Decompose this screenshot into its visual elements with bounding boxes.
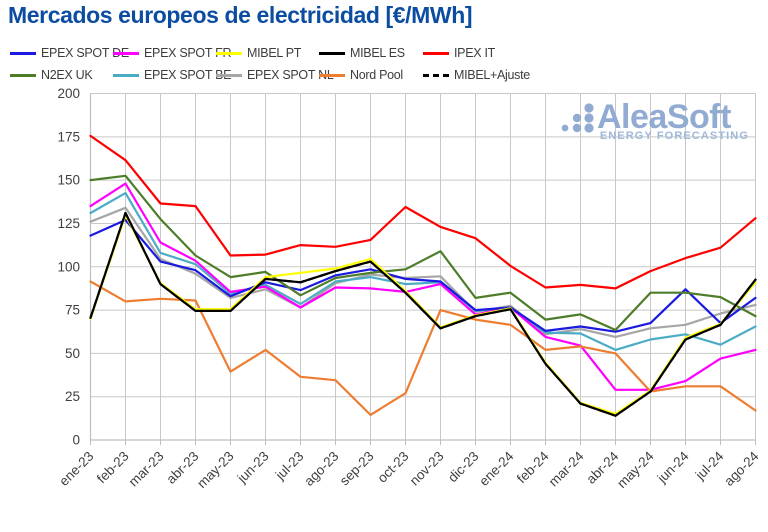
legend-swatch-icon bbox=[113, 73, 139, 77]
legend-item-epex-spot-be: EPEX SPOT BE bbox=[113, 68, 231, 82]
chart-legend: EPEX SPOT DE EPEX SPOT FR MIBEL PT MIBEL ES… bbox=[10, 42, 543, 86]
legend-label: Nord Pool bbox=[350, 68, 403, 82]
legend-label: MIBEL+Ajuste bbox=[454, 68, 530, 82]
y-tick-label: 75 bbox=[65, 303, 80, 318]
logo-tagline: ENERGY FORECASTING bbox=[600, 130, 749, 142]
legend-label: MIBEL ES bbox=[350, 46, 405, 60]
legend-item-ipex-it: IPEX IT bbox=[423, 46, 543, 60]
y-tick-label: 0 bbox=[72, 433, 80, 448]
legend-swatch-icon bbox=[216, 73, 242, 77]
legend-swatch-icon bbox=[10, 73, 36, 77]
x-tick-label: ago-23 bbox=[301, 449, 341, 489]
series-line-epex-spot-be bbox=[89, 192, 757, 351]
x-tick-label: feb-23 bbox=[94, 449, 132, 487]
legend-item-mibel-es: MIBEL ES bbox=[319, 46, 423, 60]
legend-swatch-icon bbox=[319, 51, 345, 55]
legend-item-mibel-pt: MIBEL PT bbox=[216, 46, 319, 60]
legend-item-epex-spot-de: EPEX SPOT DE bbox=[10, 46, 129, 60]
series-line-n2ex-uk bbox=[89, 174, 757, 332]
legend-item-n2ex-uk: N2EX UK bbox=[10, 68, 113, 82]
y-tick-label: 150 bbox=[57, 173, 80, 188]
x-tick-label: jun-23 bbox=[234, 449, 272, 487]
legend-item-nord-pool: Nord Pool bbox=[319, 68, 423, 82]
logo-dots-icon bbox=[584, 103, 594, 113]
y-tick-label: 125 bbox=[57, 216, 80, 231]
logo-dots-icon bbox=[561, 124, 569, 132]
legend-swatch-icon bbox=[113, 51, 139, 55]
legend-label: N2EX UK bbox=[41, 68, 93, 82]
series-line-epex-spot-fr bbox=[89, 182, 757, 391]
legend-swatch-icon bbox=[423, 73, 449, 77]
x-tick-label: mar-24 bbox=[546, 448, 587, 489]
legend-item-epex-spot-fr: EPEX SPOT FR bbox=[113, 46, 231, 60]
legend-label: EPEX SPOT DE bbox=[41, 46, 129, 60]
x-tick-label: dic-23 bbox=[445, 449, 482, 486]
legend-label: EPEX SPOT BE bbox=[144, 68, 232, 82]
legend-item-epex-spot-nl: EPEX SPOT NL bbox=[216, 68, 334, 82]
y-tick-label: 25 bbox=[65, 389, 80, 404]
legend-swatch-icon bbox=[423, 51, 449, 55]
chart-title: Mercados europeos de electricidad [€/MWh… bbox=[8, 2, 473, 28]
x-tick-label: may-23 bbox=[194, 449, 236, 491]
legend-label: EPEX SPOT FR bbox=[144, 46, 232, 60]
legend-label: EPEX SPOT NL bbox=[247, 68, 334, 82]
legend-swatch-icon bbox=[216, 51, 242, 55]
legend-item-mibel-ajuste: MIBEL+Ajuste bbox=[423, 68, 543, 82]
x-tick-label: oct-23 bbox=[374, 449, 411, 486]
series-line-epex-spot-de bbox=[89, 218, 757, 333]
logo-dots-icon bbox=[572, 113, 582, 123]
logo-dots-icon bbox=[572, 123, 582, 133]
series-line-nord-pool bbox=[89, 280, 757, 416]
legend-label: MIBEL PT bbox=[247, 46, 302, 60]
legend-swatch-icon bbox=[10, 51, 36, 55]
series-line-mibel-es bbox=[89, 211, 757, 417]
x-tick-label: mar-23 bbox=[126, 449, 167, 490]
logo-text: AleaSoft bbox=[597, 98, 731, 136]
x-tick-label: ene-24 bbox=[476, 448, 517, 489]
x-tick-label: ene-23 bbox=[56, 449, 96, 489]
series-line-epex-spot-nl bbox=[89, 206, 757, 338]
legend-swatch-icon bbox=[319, 73, 345, 77]
logo-dots-icon bbox=[584, 123, 594, 133]
x-tick-label: ago-24 bbox=[721, 448, 762, 489]
series-line-ipex-it bbox=[89, 134, 757, 290]
y-tick-label: 100 bbox=[57, 259, 80, 274]
x-tick-label: nov-23 bbox=[407, 449, 447, 489]
y-tick-label: 50 bbox=[65, 346, 80, 361]
y-tick-label: 175 bbox=[57, 129, 80, 144]
logo-dots-icon bbox=[584, 113, 594, 123]
x-tick-label: sep-23 bbox=[337, 449, 377, 489]
x-tick-label: may-24 bbox=[614, 448, 657, 491]
legend-label: IPEX IT bbox=[454, 46, 495, 60]
y-tick-label: 200 bbox=[57, 86, 80, 101]
x-tick-label: jun-24 bbox=[654, 448, 692, 486]
